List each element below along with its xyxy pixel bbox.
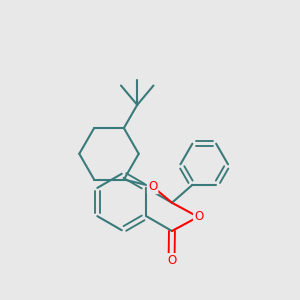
Text: O: O [148,180,157,193]
Text: O: O [194,210,203,224]
Text: O: O [167,254,176,267]
